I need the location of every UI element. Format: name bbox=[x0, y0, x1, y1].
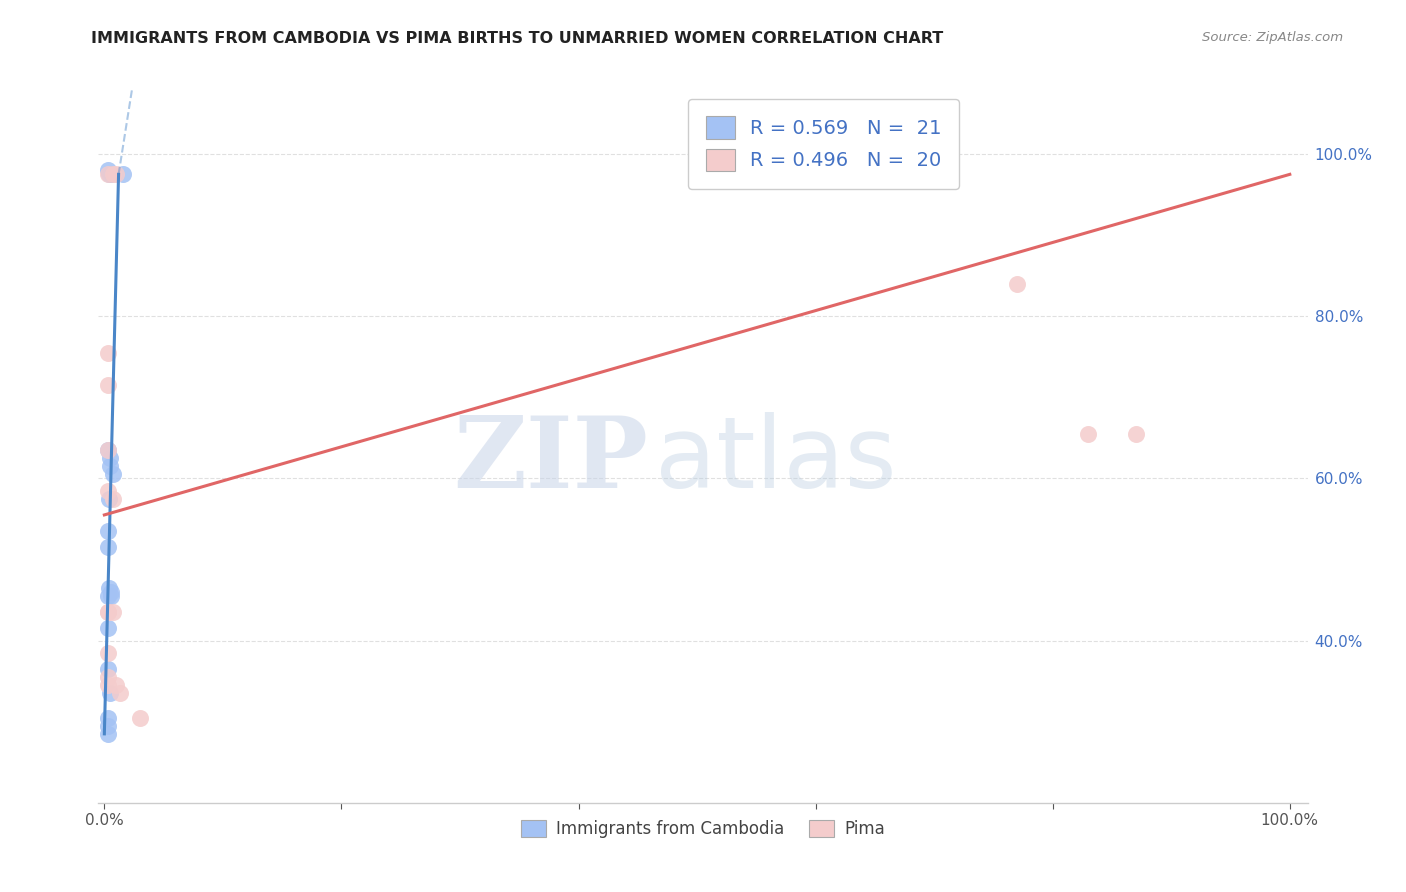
Text: ZIP: ZIP bbox=[454, 412, 648, 508]
Text: IMMIGRANTS FROM CAMBODIA VS PIMA BIRTHS TO UNMARRIED WOMEN CORRELATION CHART: IMMIGRANTS FROM CAMBODIA VS PIMA BIRTHS … bbox=[91, 31, 943, 46]
Point bbox=[98, 686, 121, 700]
Point bbox=[97, 163, 120, 178]
Point bbox=[97, 378, 120, 392]
Text: Source: ZipAtlas.com: Source: ZipAtlas.com bbox=[1202, 31, 1343, 45]
Point bbox=[98, 581, 121, 595]
Point bbox=[101, 491, 124, 506]
Point bbox=[105, 167, 128, 181]
Point bbox=[1077, 426, 1099, 441]
Point bbox=[100, 167, 122, 181]
Point bbox=[1125, 426, 1147, 441]
Point bbox=[97, 727, 120, 741]
Point bbox=[101, 167, 124, 181]
Point bbox=[97, 605, 120, 619]
Point bbox=[97, 662, 120, 676]
Point bbox=[97, 678, 120, 692]
Legend: Immigrants from Cambodia, Pima: Immigrants from Cambodia, Pima bbox=[515, 813, 891, 845]
Point bbox=[98, 167, 121, 181]
Point bbox=[97, 541, 120, 555]
Point bbox=[97, 524, 120, 538]
Point bbox=[97, 646, 120, 660]
Point bbox=[105, 678, 128, 692]
Point bbox=[101, 467, 124, 482]
Point bbox=[97, 167, 120, 181]
Point bbox=[97, 443, 120, 458]
Point bbox=[97, 483, 120, 498]
Point bbox=[97, 605, 120, 619]
Point bbox=[100, 585, 122, 599]
Point bbox=[1005, 277, 1028, 291]
Point bbox=[129, 711, 152, 725]
Point bbox=[97, 719, 120, 733]
Point bbox=[97, 443, 120, 458]
Point bbox=[97, 670, 120, 684]
Point bbox=[101, 605, 124, 619]
Point bbox=[97, 345, 120, 359]
Point bbox=[108, 686, 131, 700]
Point bbox=[97, 589, 120, 603]
Text: atlas: atlas bbox=[655, 412, 896, 508]
Point bbox=[98, 459, 121, 474]
Point bbox=[98, 491, 121, 506]
Point bbox=[97, 622, 120, 636]
Point bbox=[112, 167, 135, 181]
Point bbox=[97, 711, 120, 725]
Point bbox=[100, 589, 122, 603]
Point bbox=[98, 451, 121, 466]
